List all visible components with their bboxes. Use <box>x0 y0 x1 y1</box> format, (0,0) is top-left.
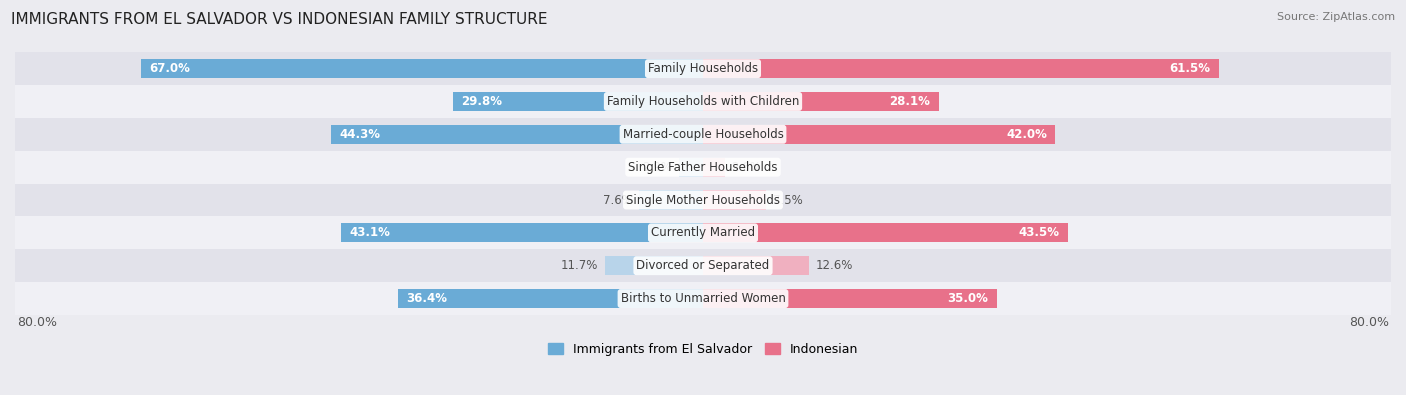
Legend: Immigrants from El Salvador, Indonesian: Immigrants from El Salvador, Indonesian <box>543 338 863 361</box>
Text: 28.1%: 28.1% <box>890 95 931 108</box>
Text: 7.5%: 7.5% <box>773 194 803 207</box>
Bar <box>703 158 725 177</box>
Text: Currently Married: Currently Married <box>651 226 755 239</box>
Bar <box>15 184 1391 216</box>
Text: 11.7%: 11.7% <box>561 259 598 272</box>
Bar <box>15 118 1391 151</box>
Bar <box>15 249 1391 282</box>
Text: 7.6%: 7.6% <box>603 194 633 207</box>
Bar <box>332 125 703 144</box>
Text: 61.5%: 61.5% <box>1170 62 1211 75</box>
Bar <box>15 216 1391 249</box>
Bar <box>703 256 808 275</box>
Text: 43.1%: 43.1% <box>350 226 391 239</box>
Bar <box>342 223 703 243</box>
Text: 12.6%: 12.6% <box>815 259 853 272</box>
Bar <box>703 125 1056 144</box>
Bar <box>15 282 1391 315</box>
Text: Births to Unmarried Women: Births to Unmarried Women <box>620 292 786 305</box>
Bar <box>640 190 703 209</box>
Bar <box>703 289 997 308</box>
Text: 2.6%: 2.6% <box>731 161 762 174</box>
Text: 44.3%: 44.3% <box>340 128 381 141</box>
Text: 2.9%: 2.9% <box>643 161 672 174</box>
Bar <box>15 151 1391 184</box>
Text: Family Households: Family Households <box>648 62 758 75</box>
Bar <box>703 190 766 209</box>
Text: Family Households with Children: Family Households with Children <box>607 95 799 108</box>
Text: 67.0%: 67.0% <box>149 62 190 75</box>
Text: 35.0%: 35.0% <box>948 292 988 305</box>
Text: 29.8%: 29.8% <box>461 95 502 108</box>
Text: 80.0%: 80.0% <box>1350 316 1389 329</box>
Bar <box>605 256 703 275</box>
Text: 42.0%: 42.0% <box>1007 128 1047 141</box>
Text: Single Mother Households: Single Mother Households <box>626 194 780 207</box>
Bar <box>15 85 1391 118</box>
Text: Source: ZipAtlas.com: Source: ZipAtlas.com <box>1277 12 1395 22</box>
Text: Single Father Households: Single Father Households <box>628 161 778 174</box>
Text: IMMIGRANTS FROM EL SALVADOR VS INDONESIAN FAMILY STRUCTURE: IMMIGRANTS FROM EL SALVADOR VS INDONESIA… <box>11 12 548 27</box>
Bar <box>15 52 1391 85</box>
Bar <box>453 92 703 111</box>
Bar <box>703 92 939 111</box>
Text: 36.4%: 36.4% <box>406 292 447 305</box>
Bar <box>398 289 703 308</box>
Text: Divorced or Separated: Divorced or Separated <box>637 259 769 272</box>
Text: Married-couple Households: Married-couple Households <box>623 128 783 141</box>
Text: 43.5%: 43.5% <box>1018 226 1060 239</box>
Text: 80.0%: 80.0% <box>17 316 56 329</box>
Bar <box>703 223 1069 243</box>
Bar <box>703 59 1219 78</box>
Bar <box>679 158 703 177</box>
Bar <box>141 59 703 78</box>
